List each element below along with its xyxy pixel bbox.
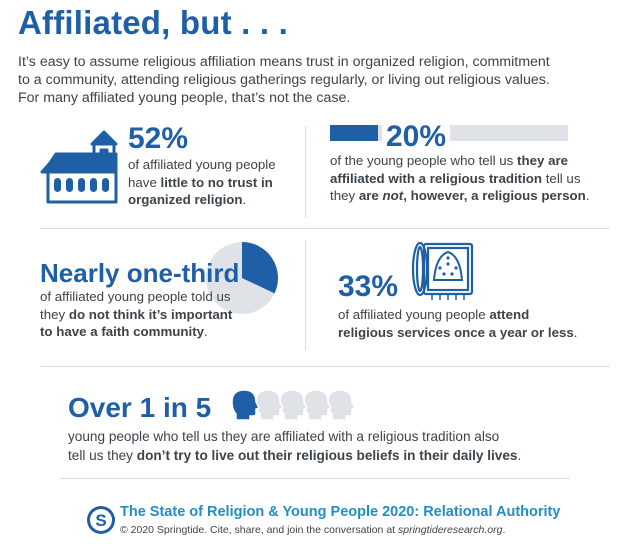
page-title: Affiliated, but . . . — [18, 4, 289, 41]
stat-community-part: . — [204, 324, 208, 339]
stat-beliefs-line: young people who tell us they are affili… — [68, 429, 500, 444]
stat-not-religious-line: they are not, however, a religious perso… — [330, 187, 589, 205]
stat-services-part: . — [573, 324, 578, 340]
stat-services-text: of affiliated young people attend religi… — [338, 306, 578, 341]
stat-services-line: religious services once a year or less. — [338, 324, 578, 342]
stat-not-religious-bold: they are — [517, 153, 569, 168]
person-head-icon — [279, 389, 309, 421]
stat-not-religious-line: of the young people who tell us they are — [330, 152, 589, 170]
footer-sub-part: . — [502, 524, 506, 536]
stat-not-religious-bold: affiliated with a religious tradition — [330, 170, 543, 186]
stat-beliefs-bold: don’t try to live out their religious be… — [136, 447, 518, 463]
stat-not-religious-part: . — [585, 188, 590, 203]
stat-community-text: of affiliated young people told us they … — [40, 288, 232, 341]
footer-link[interactable]: springtideresearch.org — [398, 524, 503, 536]
stat-trust-line: have little to no trust in — [128, 174, 276, 192]
stat-trust-value: 52% — [128, 122, 189, 155]
footer-title: The State of Religion & Young People 202… — [120, 504, 561, 520]
stat-community-bold: do not think it’s important — [68, 306, 233, 322]
stat-not-religious-part: they — [330, 188, 359, 203]
footer-sub-part: © 2020 Springtide. Cite, share, and join… — [120, 524, 398, 536]
stat-services-bold: religious services once a year or less — [338, 324, 574, 340]
stat-trust-line-bold: organized religion — [128, 192, 243, 207]
stat-not-religious-line: affiliated with a religious tradition te… — [330, 170, 589, 188]
stat-beliefs-text: young people who tell us they are affili… — [68, 428, 521, 465]
stat-beliefs-line: tell us they don’t try to live out their… — [68, 447, 521, 466]
stat-not-religious-value: 20% — [382, 120, 451, 154]
pie-chart-slice — [242, 242, 278, 294]
pie-chart-icon — [206, 242, 278, 314]
person-head-icon — [255, 389, 285, 421]
springtide-logo-icon: S — [87, 506, 115, 534]
person-head-icon — [231, 389, 261, 421]
stat-community-bold: to have a faith community — [40, 324, 205, 339]
stat-not-religious-bold: , however, a religious person — [403, 188, 586, 203]
intro-line: It’s easy to assume religious affiliatio… — [18, 54, 550, 70]
stat-trust-line-part: . — [242, 192, 247, 207]
horizontal-divider-middle — [40, 228, 610, 229]
vertical-divider-middle — [305, 240, 306, 350]
stat-not-religious-bold-italic: not — [382, 188, 404, 203]
person-head-icon — [303, 389, 333, 421]
stat-not-religious-part: of the young people who tell us — [330, 153, 518, 168]
person-head-icon-group — [231, 389, 357, 421]
prayer-rug-icon — [411, 241, 474, 300]
horizontal-divider-footer — [60, 478, 570, 479]
stat-trust-line-part: have — [128, 174, 161, 190]
stat-not-religious-part: tell us — [542, 170, 581, 186]
stat-community-line: they do not think it’s important — [40, 306, 232, 324]
stat-community-value: Nearly one-third — [40, 258, 240, 288]
stat-services-line: of affiliated young people attend — [338, 306, 578, 324]
stat-beliefs-part: tell us they — [68, 447, 137, 463]
stat-services-bold: attend — [489, 307, 530, 322]
stat-beliefs-value: Over 1 in 5 — [68, 392, 212, 423]
logo-letter: S — [95, 511, 106, 530]
intro-line: to a community, attending religious gath… — [18, 72, 550, 88]
stat-community-line: of affiliated young people told us — [40, 289, 231, 304]
horizontal-divider-lower — [40, 366, 610, 367]
intro-line: For many affiliated young people, that’s… — [18, 90, 351, 106]
stat-community-line: to have a faith community. — [40, 323, 232, 341]
stat-trust-line-bold: little to no trust in — [160, 174, 273, 190]
stat-trust-line: of affiliated young people — [128, 157, 276, 172]
stat-not-religious-bold: are — [358, 188, 383, 203]
person-head-icon — [327, 389, 357, 421]
stat-beliefs-part: . — [517, 447, 522, 463]
stat-trust-line: organized religion. — [128, 191, 276, 209]
stat-trust-text: of affiliated young people have little t… — [128, 156, 276, 209]
footer-subtitle: © 2020 Springtide. Cite, share, and join… — [120, 524, 505, 536]
stat-community-part: they — [40, 306, 69, 322]
progress-bar-fill — [330, 125, 378, 141]
stat-services-value: 33% — [338, 270, 399, 303]
intro-text: It’s easy to assume religious affiliatio… — [18, 53, 618, 107]
church-icon — [40, 130, 118, 204]
stat-not-religious-text: of the young people who tell us they are… — [330, 152, 589, 205]
stat-services-part: of affiliated young people — [338, 307, 490, 322]
vertical-divider-top — [305, 126, 306, 218]
